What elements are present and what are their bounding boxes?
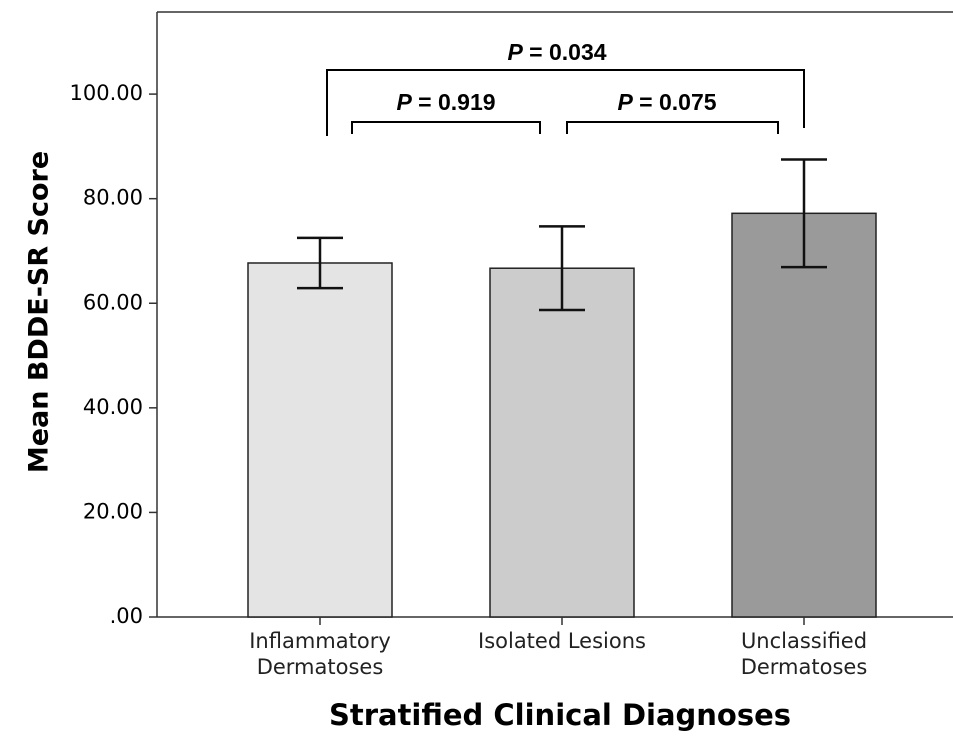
bracket [566, 121, 779, 134]
y-tick-label: .00 [110, 604, 143, 628]
y-tick-label: 80.00 [83, 186, 143, 210]
p-value-label: P = 0.075 [617, 89, 716, 115]
p-value-label: P = 0.034 [507, 39, 606, 65]
x-axis-title: Stratified Clinical Diagnoses [329, 698, 791, 732]
bracket [326, 69, 805, 136]
y-axis-title: Mean BDDE-SR Score [24, 151, 55, 473]
x-tick-label: Inflammatory Dermatoses [249, 629, 391, 679]
bar [247, 262, 393, 618]
y-tick-label: 40.00 [83, 395, 143, 419]
y-tick-label: 100.00 [70, 81, 143, 105]
p-value-label: P = 0.919 [396, 89, 495, 115]
bracket [351, 121, 541, 134]
brackets [326, 69, 805, 136]
error-bar [539, 225, 585, 312]
error-bar [781, 158, 827, 269]
x-tick-label: Isolated Lesions [478, 629, 646, 653]
x-tick-label: Unclassified Dermatoses [740, 629, 868, 679]
y-tick-label: 20.00 [83, 499, 143, 523]
y-tick-label: 60.00 [83, 290, 143, 314]
bar [489, 267, 635, 618]
error-bar [297, 236, 343, 290]
bar [731, 212, 877, 618]
